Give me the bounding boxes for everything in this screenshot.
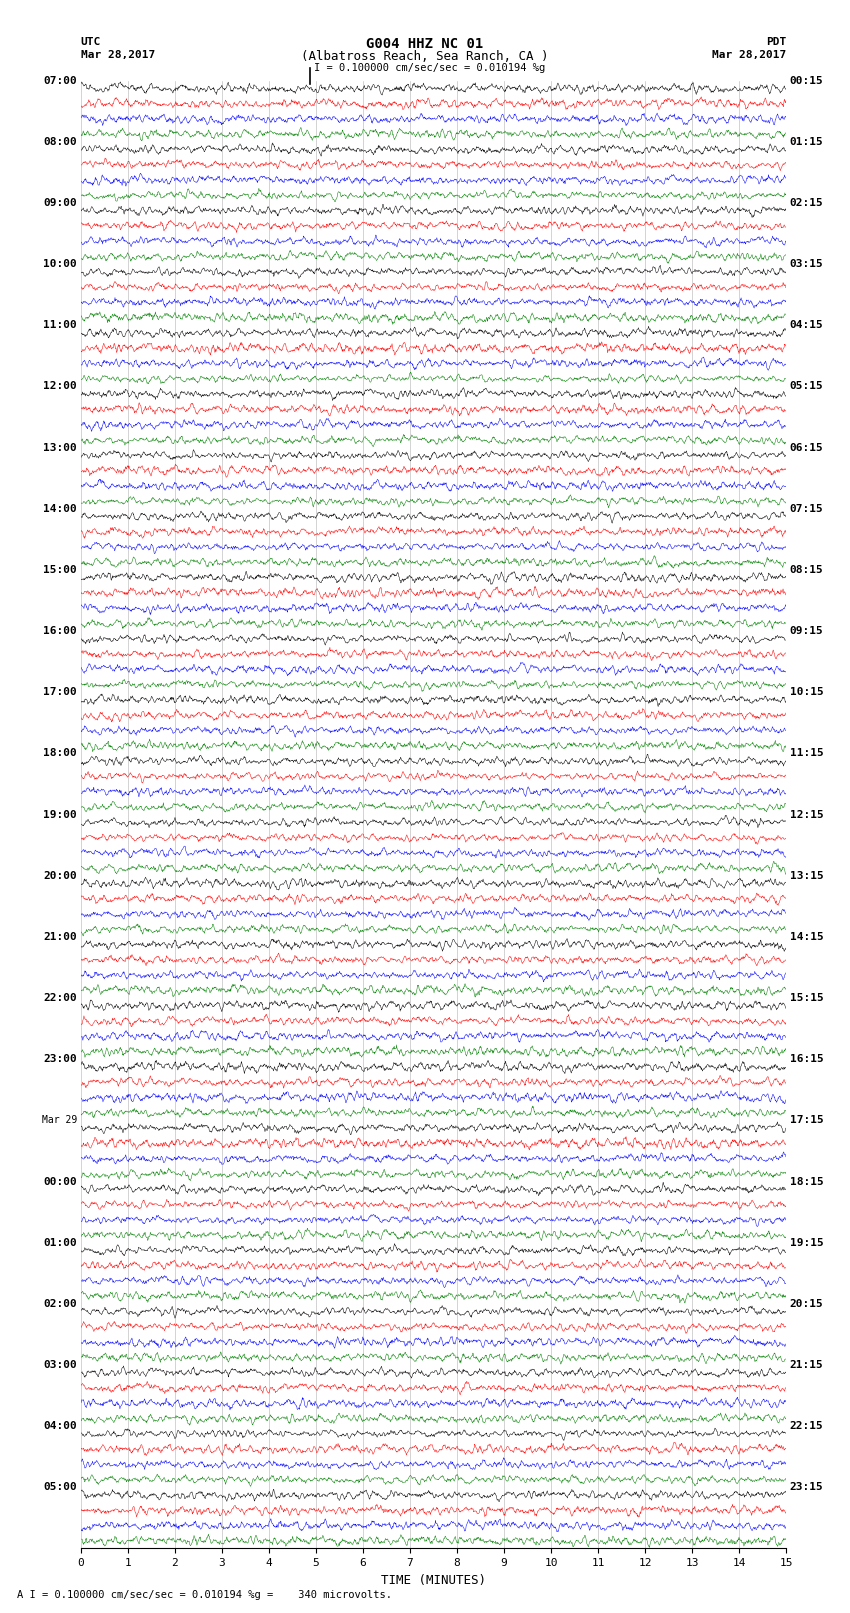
- Text: 19:15: 19:15: [790, 1237, 824, 1248]
- Text: 01:15: 01:15: [790, 137, 824, 147]
- Text: I = 0.100000 cm/sec/sec = 0.010194 %g: I = 0.100000 cm/sec/sec = 0.010194 %g: [314, 63, 546, 73]
- Text: 00:00: 00:00: [43, 1176, 77, 1187]
- Text: Mar 28,2017: Mar 28,2017: [712, 50, 786, 60]
- Text: 09:00: 09:00: [43, 198, 77, 208]
- Text: 05:00: 05:00: [43, 1482, 77, 1492]
- Text: 13:00: 13:00: [43, 442, 77, 453]
- Text: 08:15: 08:15: [790, 565, 824, 574]
- Text: 22:00: 22:00: [43, 994, 77, 1003]
- Text: 18:15: 18:15: [790, 1176, 824, 1187]
- Text: Mar 28,2017: Mar 28,2017: [81, 50, 155, 60]
- Text: 06:15: 06:15: [790, 442, 824, 453]
- Text: 12:00: 12:00: [43, 381, 77, 392]
- Text: 03:15: 03:15: [790, 260, 824, 269]
- Text: 12:15: 12:15: [790, 810, 824, 819]
- Text: 21:15: 21:15: [790, 1360, 824, 1369]
- Text: 11:15: 11:15: [790, 748, 824, 758]
- Text: 17:00: 17:00: [43, 687, 77, 697]
- Text: 16:00: 16:00: [43, 626, 77, 636]
- Text: 01:00: 01:00: [43, 1237, 77, 1248]
- Text: 15:15: 15:15: [790, 994, 824, 1003]
- Text: 21:00: 21:00: [43, 932, 77, 942]
- Text: 07:15: 07:15: [790, 503, 824, 515]
- Text: 04:00: 04:00: [43, 1421, 77, 1431]
- Text: 13:15: 13:15: [790, 871, 824, 881]
- Text: G004 HHZ NC 01: G004 HHZ NC 01: [366, 37, 484, 52]
- Text: 02:00: 02:00: [43, 1298, 77, 1308]
- Text: 05:15: 05:15: [790, 381, 824, 392]
- Text: 11:00: 11:00: [43, 321, 77, 331]
- Text: 20:15: 20:15: [790, 1298, 824, 1308]
- Text: 16:15: 16:15: [790, 1055, 824, 1065]
- Text: A I = 0.100000 cm/sec/sec = 0.010194 %g =    340 microvolts.: A I = 0.100000 cm/sec/sec = 0.010194 %g …: [17, 1590, 392, 1600]
- Text: 10:00: 10:00: [43, 260, 77, 269]
- Text: 22:15: 22:15: [790, 1421, 824, 1431]
- Text: 18:00: 18:00: [43, 748, 77, 758]
- Text: PDT: PDT: [766, 37, 786, 47]
- Text: 08:00: 08:00: [43, 137, 77, 147]
- Text: 02:15: 02:15: [790, 198, 824, 208]
- Text: 09:15: 09:15: [790, 626, 824, 636]
- Text: (Albatross Reach, Sea Ranch, CA ): (Albatross Reach, Sea Ranch, CA ): [301, 50, 549, 63]
- Text: 00:15: 00:15: [790, 76, 824, 85]
- Text: 15:00: 15:00: [43, 565, 77, 574]
- Text: 07:00: 07:00: [43, 76, 77, 85]
- Text: 20:00: 20:00: [43, 871, 77, 881]
- Text: 10:15: 10:15: [790, 687, 824, 697]
- Text: 04:15: 04:15: [790, 321, 824, 331]
- Text: UTC: UTC: [81, 37, 101, 47]
- Text: Mar 29: Mar 29: [42, 1115, 77, 1126]
- X-axis label: TIME (MINUTES): TIME (MINUTES): [381, 1574, 486, 1587]
- Text: 23:15: 23:15: [790, 1482, 824, 1492]
- Text: 19:00: 19:00: [43, 810, 77, 819]
- Text: 23:00: 23:00: [43, 1055, 77, 1065]
- Text: 14:00: 14:00: [43, 503, 77, 515]
- Text: 03:00: 03:00: [43, 1360, 77, 1369]
- Text: 17:15: 17:15: [790, 1115, 824, 1126]
- Text: 14:15: 14:15: [790, 932, 824, 942]
